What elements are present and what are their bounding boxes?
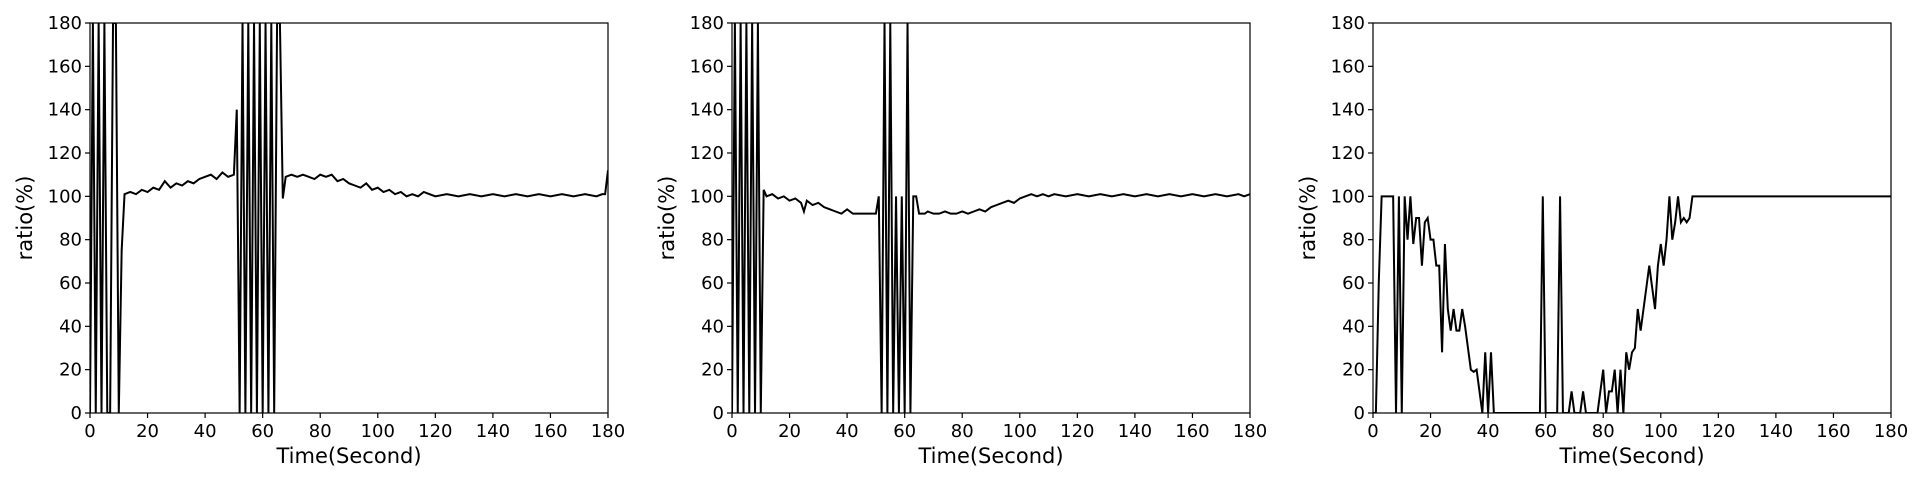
y-tick-label: 20 — [59, 360, 82, 381]
x-tick-label: 160 — [533, 421, 567, 442]
plot-frame — [1372, 22, 1892, 414]
series-line-1 — [732, 23, 1250, 413]
x-tick-label: 20 — [136, 421, 159, 442]
y-tick-label: 60 — [1342, 273, 1365, 294]
x-tick-label: 140 — [1118, 421, 1152, 442]
x-tick-label: 160 — [1816, 421, 1850, 442]
y-tick-label: 180 — [1331, 13, 1365, 34]
plot-frame — [731, 22, 1251, 414]
x-tick-label: 40 — [836, 421, 859, 442]
x-tick-label: 80 — [309, 421, 332, 442]
y-tick-label: 160 — [48, 56, 82, 77]
y-tick-label: 0 — [713, 403, 724, 424]
y-tick-label: 120 — [1331, 143, 1365, 164]
plot-frame — [89, 22, 609, 414]
y-tick-label: 140 — [690, 100, 724, 121]
x-tick-label: 40 — [1477, 421, 1500, 442]
y-tick-label: 140 — [48, 100, 82, 121]
x-tick-label: 20 — [1419, 421, 1442, 442]
y-tick-label: 40 — [701, 316, 724, 337]
y-tick-label: 80 — [701, 230, 724, 251]
y-tick-label: 40 — [59, 316, 82, 337]
x-tick-label: 100 — [1644, 421, 1678, 442]
y-tick-label: 120 — [48, 143, 82, 164]
x-tick-label: 80 — [1592, 421, 1615, 442]
x-tick-label: 100 — [1003, 421, 1037, 442]
y-tick-label: 100 — [690, 186, 724, 207]
x-tick-label: 140 — [476, 421, 510, 442]
y-tick-label: 120 — [690, 143, 724, 164]
x-axis-label: Time(Second) — [917, 444, 1063, 468]
chart-panel-3: 0 20 40 60 80 100 120 140 160 180 0 20 40 60 80 100 120 1… — [1296, 13, 1908, 468]
x-tick-label: 20 — [778, 421, 801, 442]
x-tick-label: 120 — [1701, 421, 1735, 442]
y-tick-label: 100 — [48, 186, 82, 207]
x-axis-label: Time(Second) — [275, 444, 421, 468]
x-tick-label: 120 — [418, 421, 452, 442]
x-tick-label: 0 — [84, 421, 95, 442]
y-axis-label: ratio(%) — [655, 176, 679, 261]
y-tick-label: 180 — [690, 13, 724, 34]
y-tick-label: 160 — [690, 56, 724, 77]
y-tick-label: 180 — [48, 13, 82, 34]
x-tick-label: 60 — [251, 421, 274, 442]
y-tick-label: 80 — [59, 230, 82, 251]
x-tick-label: 40 — [194, 421, 217, 442]
x-tick-label: 180 — [591, 421, 625, 442]
x-tick-label: 60 — [893, 421, 916, 442]
x-tick-label: 100 — [361, 421, 395, 442]
x-tick-label: 180 — [1874, 421, 1908, 442]
series-line-1 — [90, 23, 608, 413]
x-tick-label: 0 — [1367, 421, 1378, 442]
y-axis-label: ratio(%) — [13, 176, 37, 261]
y-tick-label: 80 — [1342, 230, 1365, 251]
y-tick-label: 0 — [71, 403, 82, 424]
y-tick-label: 140 — [1331, 100, 1365, 121]
chart-panel-2: 0 20 40 60 80 100 120 140 160 180 0 20 40 60 80 100 120 1… — [655, 13, 1267, 468]
x-tick-label: 0 — [726, 421, 737, 442]
y-axis-label: ratio(%) — [1296, 176, 1320, 261]
x-axis-label: Time(Second) — [1558, 444, 1704, 468]
x-tick-label: 120 — [1060, 421, 1094, 442]
y-tick-label: 60 — [59, 273, 82, 294]
x-tick-label: 160 — [1175, 421, 1209, 442]
y-tick-label: 20 — [701, 360, 724, 381]
y-tick-label: 0 — [1354, 403, 1365, 424]
y-tick-label: 100 — [1331, 186, 1365, 207]
y-tick-label: 40 — [1342, 316, 1365, 337]
series-line-1 — [1373, 195, 1891, 413]
x-tick-label: 60 — [1534, 421, 1557, 442]
chart-panel-1: 0 20 40 60 80 100 120 140 160 180 0 20 40 60 80 100 120 1… — [13, 13, 625, 468]
y-tick-label: 160 — [1331, 56, 1365, 77]
y-tick-label: 60 — [701, 273, 724, 294]
x-tick-label: 140 — [1759, 421, 1793, 442]
x-tick-label: 80 — [951, 421, 974, 442]
x-tick-label: 180 — [1233, 421, 1267, 442]
y-tick-label: 20 — [1342, 360, 1365, 381]
